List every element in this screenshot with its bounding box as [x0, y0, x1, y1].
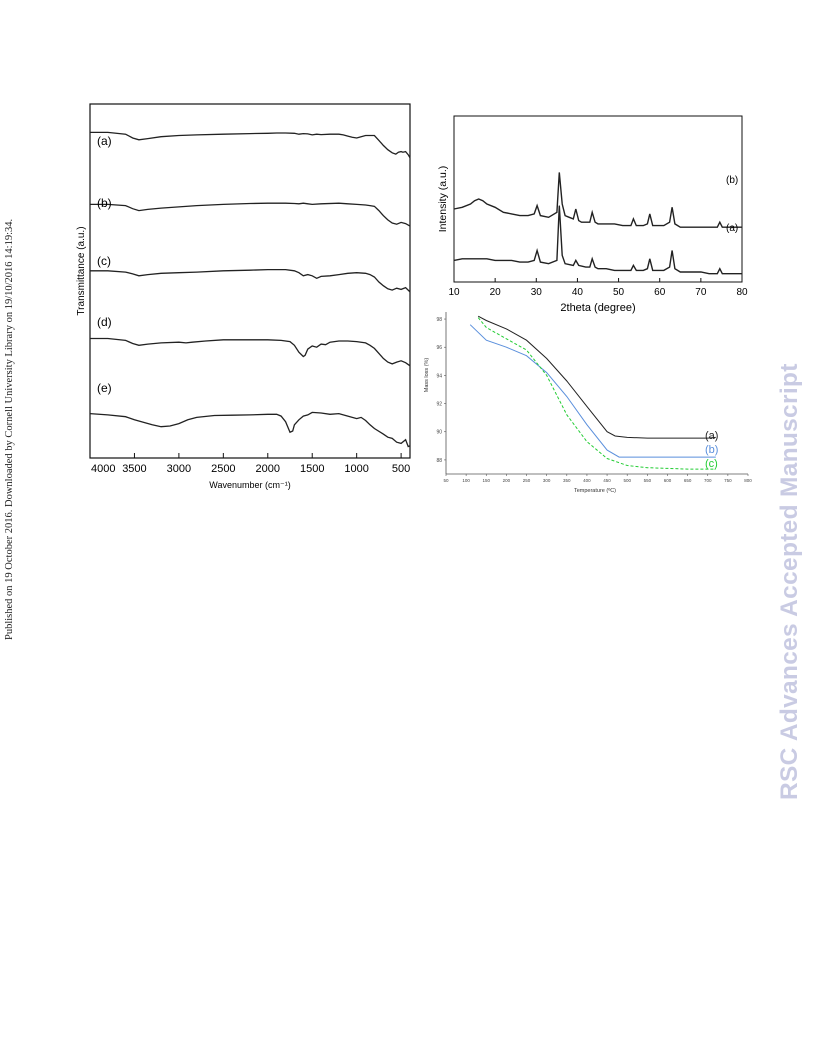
tga-series-label: (b)	[705, 444, 718, 456]
tga-y-tick-label: 96	[436, 345, 442, 351]
xrd-y-axis-label: Intensity (a.u.)	[437, 166, 449, 233]
ftir-plot-frame	[89, 103, 411, 459]
ftir-series-label: (c)	[97, 254, 111, 268]
ftir-x-tick-label: 4000	[91, 463, 115, 475]
xrd-x-tick-label: 70	[695, 287, 707, 298]
ftir-series-label: (b)	[97, 196, 112, 210]
ftir-series-label: (e)	[97, 381, 112, 395]
tga-x-tick-label: 50	[443, 478, 449, 483]
tga-x-tick-label: 650	[684, 478, 692, 483]
tga-y-tick-label: 98	[436, 317, 442, 323]
xrd-x-tick-label: 30	[531, 287, 543, 298]
tga-x-tick-label: 500	[623, 478, 631, 483]
ftir-series-line	[90, 131, 411, 159]
tga-series-label: (a)	[705, 430, 718, 442]
tga-x-tick-label: 450	[603, 478, 611, 483]
xrd-x-tick-label: 10	[448, 287, 460, 298]
tga-x-tick-label: 750	[724, 478, 732, 483]
tga-x-axis-label: Temperature (ºC)	[574, 487, 616, 494]
tga-series-line	[469, 324, 716, 458]
tga-y-axis-label: Mass loss (%)	[424, 358, 430, 393]
xrd-x-axis-label: 2theta (degree)	[560, 302, 635, 314]
tga-x-tick-label: 250	[523, 478, 531, 483]
tga-x-tick-label: 600	[664, 478, 672, 483]
tga-series-line	[477, 317, 716, 470]
tga-x-tick-label: 700	[704, 478, 712, 483]
ftir-x-tick-label: 500	[392, 463, 410, 475]
tga-x-tick-label: 300	[543, 478, 551, 483]
tga-series-line	[477, 315, 716, 439]
ftir-x-tick-label: 3000	[167, 463, 191, 475]
ftir-x-tick-label: 2000	[256, 463, 280, 475]
ftir-x-tick-label: 3500	[122, 463, 146, 475]
tga-x-tick-label: 550	[644, 478, 652, 483]
tga-x-tick-label: 100	[462, 478, 470, 483]
ftir-series-label: (d)	[97, 315, 112, 329]
xrd-plot-frame	[453, 115, 743, 283]
ftir-y-axis-label: Transmittance (a.u.)	[76, 226, 87, 315]
ftir-x-tick-label: 1000	[344, 463, 368, 475]
xrd-series-label: (b)	[726, 175, 738, 186]
tga-x-tick-label: 350	[563, 478, 571, 483]
xrd-x-tick-label: 50	[613, 287, 625, 298]
tga-x-tick-label: 150	[483, 478, 491, 483]
xrd-x-tick-label: 20	[490, 287, 502, 298]
tga-y-tick-label: 88	[436, 458, 442, 464]
ftir-x-tick-label: 1500	[300, 463, 324, 475]
ftir-series-line	[90, 337, 411, 367]
xrd-x-tick-label: 40	[572, 287, 584, 298]
ftir-series-label: (a)	[97, 134, 112, 148]
xrd-series-line	[453, 172, 742, 228]
ftir-series-line	[90, 202, 411, 227]
xrd-x-tick-label: 60	[654, 287, 666, 298]
xrd-x-tick-label: 80	[736, 287, 748, 298]
ftir-x-axis-label: Wavenumber (cm⁻¹)	[209, 480, 290, 490]
tga-y-tick-label: 94	[436, 373, 442, 379]
ftir-series-line	[90, 268, 411, 293]
ftir-series-line	[89, 411, 411, 448]
xrd-series-line	[453, 205, 742, 275]
tga-x-tick-label: 400	[583, 478, 591, 483]
tga-y-tick-label: 92	[436, 402, 442, 408]
tga-x-tick-label: 800	[744, 478, 752, 483]
ftir-x-tick-label: 2500	[211, 463, 235, 475]
tga-x-tick-label: 200	[503, 478, 511, 483]
tga-y-tick-label: 90	[436, 430, 442, 436]
tga-series-label: (c)	[705, 458, 718, 470]
xrd-series-label: (a)	[726, 223, 738, 234]
